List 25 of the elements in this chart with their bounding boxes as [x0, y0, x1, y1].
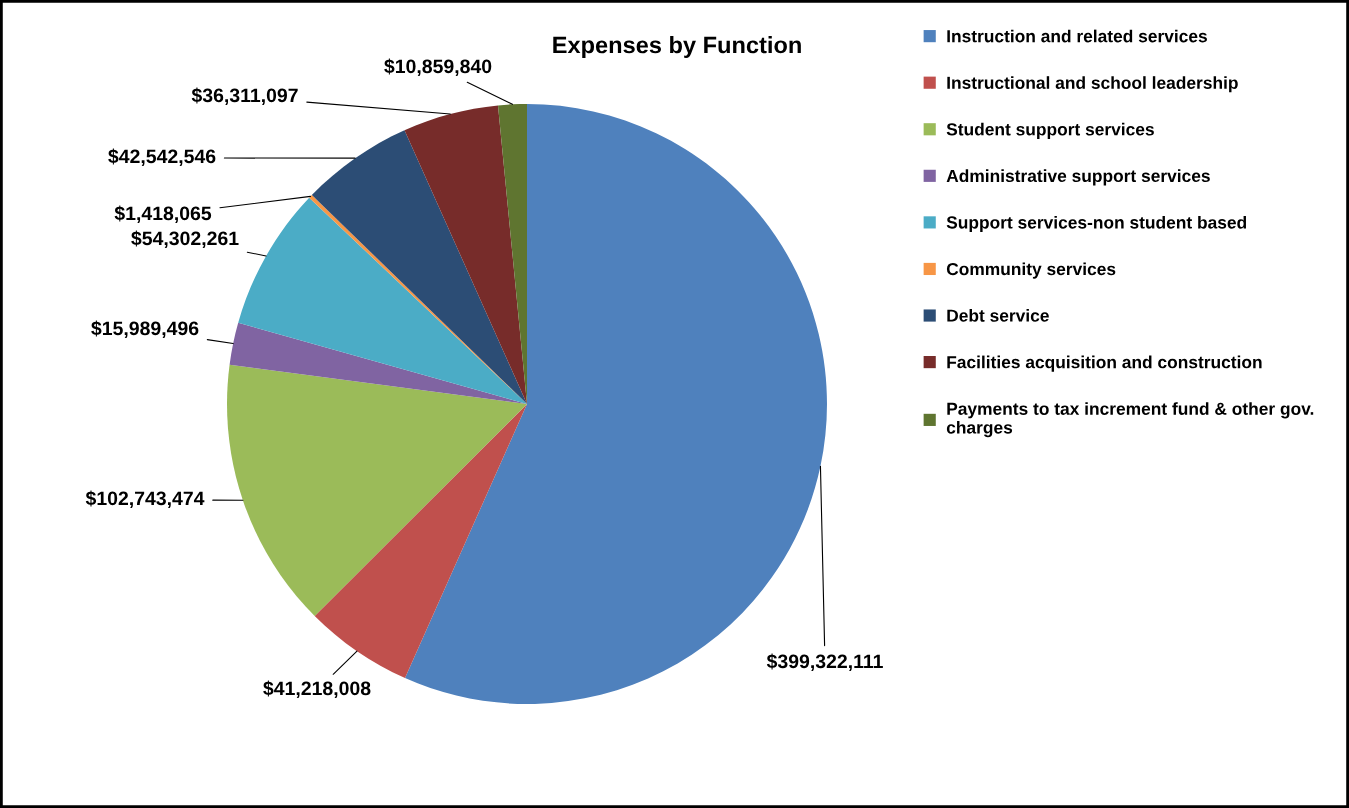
data-label: $36,311,097: [191, 87, 298, 106]
pie-slice: [227, 364, 527, 616]
chart-title: Expenses by Function: [553, 36, 801, 58]
legend-label: Support services-non student based: [946, 215, 1247, 233]
data-label: $1,418,065: [114, 205, 212, 224]
pie-slice: [404, 105, 527, 404]
data-label: $42,542,546: [108, 148, 216, 167]
legend-label: Administrative support services: [946, 169, 1210, 186]
legend-label: Payments to tax increment fund & other gov. charges: [946, 402, 1314, 438]
data-label: $10,859,840: [384, 58, 492, 77]
legend-label: Facilities acquisition and construction: [947, 355, 1262, 372]
pie-slice: [314, 404, 527, 679]
legend-label: Student support services: [946, 122, 1154, 139]
legend-label: Debt service: [947, 309, 1049, 322]
data-label: $41,218,008: [263, 680, 371, 699]
legend-label: Community services: [946, 262, 1116, 279]
data-label: $399,322,111: [766, 653, 883, 672]
data-label: $15,989,496: [91, 320, 199, 339]
pie-slice: [311, 130, 527, 404]
pie-slice: [238, 197, 527, 404]
pie-slice: [229, 322, 527, 404]
legend-label: Instruction and related services: [947, 29, 1207, 43]
data-label: $102,743,474: [85, 490, 205, 509]
legend-label: Instructional and school leadership: [947, 76, 1238, 93]
data-label: $54,302,261: [131, 230, 239, 249]
